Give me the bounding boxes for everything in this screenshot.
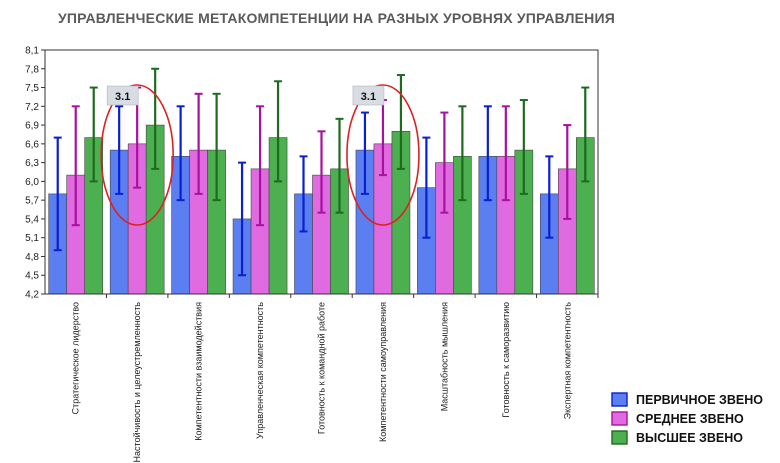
category-label: Настойчивость и целеустремленность	[132, 302, 142, 463]
legend-label: ПЕРВИЧНОЕ ЗВЕНО	[636, 393, 763, 407]
legend-swatch	[611, 430, 628, 445]
category-label: Готовность к саморазвитию	[501, 302, 511, 418]
category-label: Стратегическое лидерство	[71, 302, 81, 414]
y-tick-label: 5,1	[25, 233, 39, 244]
category-label: Компетентности взаимодействия	[194, 302, 204, 441]
y-tick-label: 6,0	[25, 177, 39, 188]
legend-swatch	[611, 392, 628, 407]
category-label: Экспертная компетентность	[562, 302, 572, 420]
y-tick-label: 4,8	[25, 252, 39, 263]
annotation-label: 3.1	[115, 91, 130, 103]
legend-swatch	[611, 411, 628, 426]
legend-label: ВЫСШЕЕ ЗВЕНО	[636, 431, 743, 445]
annotation-ellipse	[100, 84, 174, 226]
category-label: Компетентности самоуправления	[378, 302, 388, 442]
annotation-box	[106, 85, 139, 106]
y-tick-label: 7,2	[25, 102, 39, 113]
category-label: Управленческая компетентность	[255, 302, 265, 439]
category-label: Готовность к командной работе	[317, 302, 327, 434]
annotation-label: 3.1	[361, 91, 376, 103]
y-tick-label: 7,8	[25, 64, 39, 75]
y-tick-label: 6,9	[25, 121, 39, 132]
y-tick-label: 6,3	[25, 158, 39, 169]
y-tick-label: 4,5	[25, 271, 39, 282]
plot-frame	[44, 49, 599, 295]
chart-title: УПРАВЛЕНЧЕСКИЕ МЕТАКОМПЕТЕНЦИИ НА РАЗНЫХ…	[58, 10, 616, 26]
y-tick-label: 7,5	[25, 83, 39, 94]
y-tick-label: 8,1	[25, 46, 39, 57]
annotation-ellipse	[346, 84, 420, 226]
y-tick-label: 4,2	[25, 290, 39, 301]
legend-label: СРЕДНЕЕ ЗВЕНО	[636, 412, 744, 426]
y-tick-label: 5,4	[25, 214, 39, 225]
category-label: Масштабность мышления	[439, 302, 449, 411]
y-tick-label: 6,6	[25, 139, 39, 150]
y-tick-label: 5,7	[25, 196, 39, 207]
annotation-box	[352, 85, 385, 106]
